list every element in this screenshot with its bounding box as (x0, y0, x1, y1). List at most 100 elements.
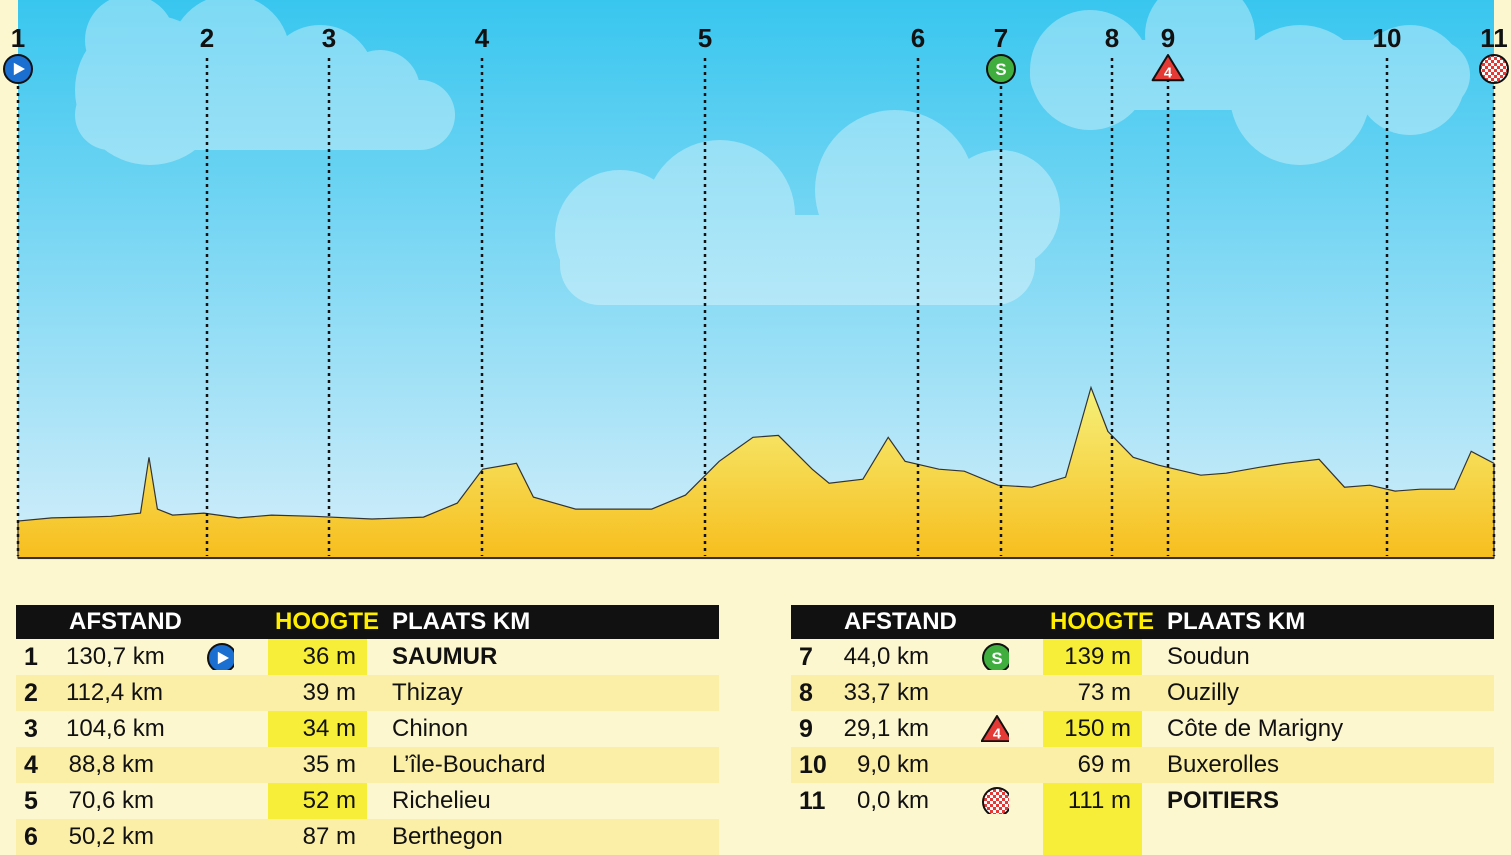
marker-label: 9 (1161, 23, 1175, 53)
waypoint-distance: 9,0 km (856, 751, 929, 778)
marker-8: 8 (1105, 23, 1119, 556)
table-rows: 1 130,7 km 36 m SAUMUR 2 112,4 km 39 m Thizay 3 1… (16, 639, 719, 855)
table-row: 5 70,6 km 52 m Richelieu (16, 783, 719, 819)
clouds (75, 0, 1470, 305)
terrain-area (17, 385, 1495, 559)
waypoint-number: 5 (24, 787, 38, 815)
waypoint-distance: 70,6 km (68, 787, 154, 814)
marker-label: 7 (994, 23, 1008, 53)
waypoint-number: 8 (799, 679, 813, 707)
table-row: 4 88,8 km 35 m L’île-Bouchard (16, 747, 719, 783)
marker-label: 8 (1105, 23, 1119, 53)
marker-label: 1 (11, 23, 25, 53)
waypoint-distance: 44,0 km (843, 643, 929, 670)
start-icon (206, 642, 234, 677)
svg-text:4: 4 (993, 726, 1002, 742)
waypoint-place: Chinon (392, 715, 469, 742)
waypoint-altitude: 150 m (1064, 715, 1131, 742)
marker-label: 6 (911, 23, 925, 53)
waypoint-place: Côte de Marigny (1167, 715, 1344, 742)
marker-label: 4 (475, 23, 490, 53)
waypoint-altitude: 69 m (1077, 751, 1131, 778)
marker-label: 10 (1373, 23, 1402, 53)
start-icon (3, 54, 33, 84)
waypoint-number: 6 (24, 823, 38, 851)
marker-label: 11 (1480, 23, 1508, 53)
sprint-icon: S (986, 54, 1016, 84)
table-row: 9 29,1 km 150 m Côte de Marigny 4 (791, 711, 1494, 747)
header-afstand: AFSTAND (69, 608, 182, 635)
header-hoogte: HOOGTE (275, 608, 380, 635)
marker-6: 6 (911, 23, 925, 556)
marker-4: 4 (475, 23, 490, 556)
table-header: AFSTAND HOOGTE PLAATS KM (791, 605, 1494, 639)
table-row: 1 130,7 km 36 m SAUMUR (16, 639, 719, 675)
waypoint-place: POITIERS (1167, 787, 1280, 814)
sprint-icon: S (981, 642, 1009, 677)
svg-text:4: 4 (1164, 65, 1173, 81)
waypoint-place: Ouzilly (1167, 679, 1240, 706)
waypoint-number: 11 (799, 787, 826, 815)
waypoint-altitude: 35 m (302, 751, 356, 778)
waypoint-number: 2 (24, 679, 38, 707)
header-plaats: PLAATS KM (1167, 608, 1306, 635)
waypoint-place: Soudun (1167, 643, 1250, 670)
marker-1: 1 (3, 23, 33, 556)
marker-11: 11 (1479, 23, 1509, 556)
marker-label: 2 (200, 23, 214, 53)
marker-label: 5 (698, 23, 712, 53)
svg-text:S: S (991, 649, 1002, 668)
table-row: 10 9,0 km 69 m Buxerolles (791, 747, 1494, 783)
waypoint-place: L’île-Bouchard (392, 751, 546, 778)
profile-baseline (18, 557, 1494, 559)
waypoint-distance: 50,2 km (68, 823, 154, 850)
waypoint-altitude: 34 m (302, 715, 356, 742)
table-row: 7 44,0 km 139 m Soudun S (791, 639, 1494, 675)
waypoint-distance: 0,0 km (856, 787, 929, 814)
waypoint-distance: 130,7 km (66, 643, 165, 670)
waypoint-distance: 33,7 km (843, 679, 929, 706)
climb-icon: 4 (981, 714, 1009, 749)
finish-icon (1479, 54, 1509, 84)
finish-icon (981, 786, 1009, 821)
waypoint-number: 3 (24, 715, 38, 743)
table-row: 11 0,0 km 111 m POITIERS (791, 783, 1494, 819)
waypoint-number: 9 (799, 715, 813, 743)
waypoint-altitude: 73 m (1077, 679, 1131, 706)
waypoint-number: 4 (24, 751, 38, 779)
table-rows: 7 44,0 km 139 m Soudun S 8 33,7 km 73 m Ouzilly 9… (791, 639, 1494, 819)
waypoint-altitude: 52 m (302, 787, 356, 814)
waypoint-table-right: AFSTAND HOOGTE PLAATS KM 7 44,0 km 139 m So… (791, 605, 1494, 855)
waypoint-place: Berthegon (392, 823, 503, 850)
marker-9: 94 (1151, 23, 1185, 556)
waypoint-altitude: 87 m (302, 823, 356, 850)
waypoint-number: 10 (799, 751, 827, 779)
marker-5: 5 (698, 23, 712, 556)
marker-label: 3 (322, 23, 336, 53)
header-hoogte: HOOGTE (1050, 608, 1155, 635)
table-row: 8 33,7 km 73 m Ouzilly (791, 675, 1494, 711)
marker-2: 2 (200, 23, 214, 556)
table-row: 6 50,2 km 87 m Berthegon (16, 819, 719, 855)
climb-icon: 4 (1151, 54, 1185, 81)
marker-3: 3 (322, 23, 336, 556)
header-afstand: AFSTAND (844, 608, 957, 635)
waypoint-place: Thizay (392, 679, 463, 706)
waypoint-place: Richelieu (392, 787, 491, 814)
waypoint-place: Buxerolles (1167, 751, 1280, 778)
waypoint-place: SAUMUR (392, 643, 498, 670)
header-plaats: PLAATS KM (392, 608, 531, 635)
waypoint-distance: 88,8 km (68, 751, 154, 778)
waypoint-altitude: 36 m (302, 643, 356, 670)
marker-7: 7S (986, 23, 1016, 556)
waypoint-distance: 104,6 km (66, 715, 165, 742)
waypoint-number: 7 (799, 643, 813, 671)
table-row: 2 112,4 km 39 m Thizay (16, 675, 719, 711)
waypoint-table-left: AFSTAND HOOGTE PLAATS KM 1 130,7 km 36 m SA… (16, 605, 719, 855)
waypoint-distance: 112,4 km (66, 679, 163, 706)
waypoint-distance: 29,1 km (843, 715, 929, 742)
waypoint-altitude: 111 m (1067, 787, 1131, 814)
waypoint-altitude: 39 m (302, 679, 356, 706)
table-row: 3 104,6 km 34 m Chinon (16, 711, 719, 747)
